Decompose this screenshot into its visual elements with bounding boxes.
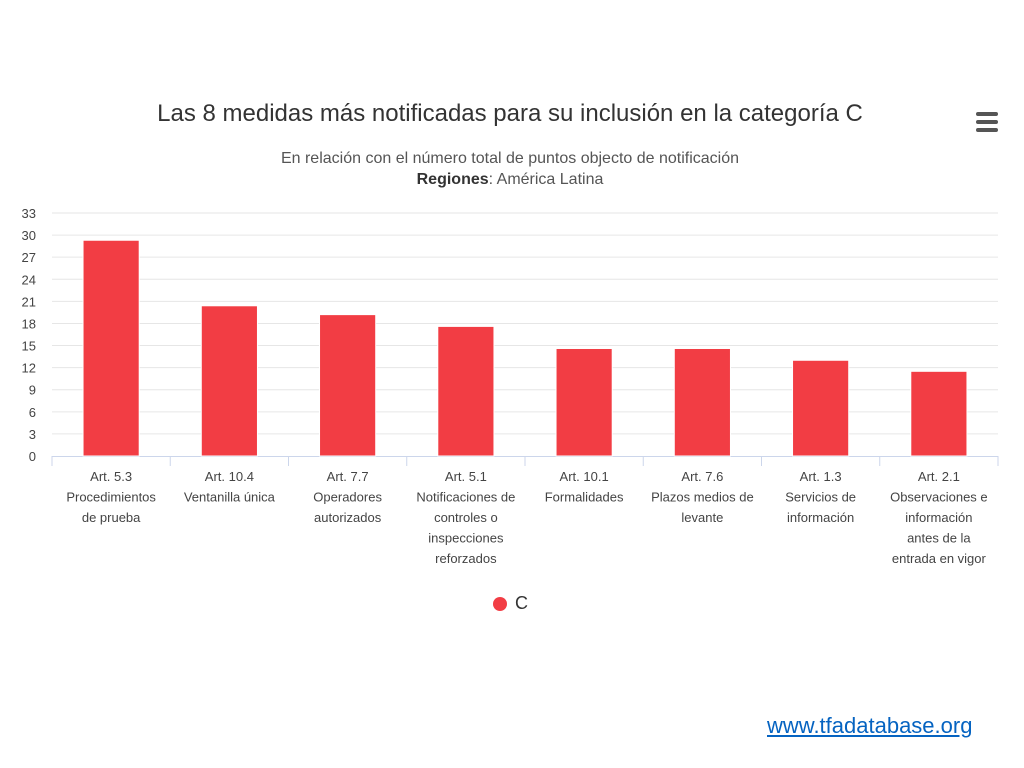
y-tick-label: 15: [22, 339, 36, 354]
y-tick-label: 18: [22, 316, 36, 331]
x-tick-label: Art. 10.1: [560, 469, 609, 484]
bar-8: [910, 370, 968, 457]
website-link[interactable]: www.tfadatabase.org: [767, 713, 973, 738]
region-value: : América Latina: [488, 171, 604, 188]
subtitle-line: En relación con el número total de punto…: [280, 150, 740, 167]
x-tick-label: Art. 7.7: [327, 469, 369, 484]
legend-marker: [493, 596, 507, 611]
menu-bar: [976, 128, 998, 132]
bar-1: [82, 239, 140, 457]
y-tick-label: 9: [29, 383, 36, 398]
x-tick-label: Observaciones e: [890, 490, 988, 505]
legend-label: C: [515, 593, 528, 613]
x-tick-label: Servicios de: [785, 490, 856, 505]
x-tick-label: reforzados: [435, 551, 497, 566]
region-label: Regiones: [416, 171, 489, 188]
x-tick-label: inspecciones: [428, 531, 504, 546]
x-tick-label: Plazos medios de: [651, 490, 754, 505]
bar-2: [200, 305, 258, 457]
y-tick-label: 3: [29, 427, 36, 442]
menu-bar: [976, 120, 998, 124]
x-tick-label: entrada en vigor: [892, 551, 987, 566]
y-tick-label: 12: [22, 361, 36, 376]
menu-bar: [976, 112, 998, 116]
x-tick-label: información: [905, 510, 972, 525]
x-tick-label: Art. 5.3: [90, 469, 132, 484]
x-tick-label: levante: [681, 510, 723, 525]
y-tick-label: 30: [22, 228, 36, 243]
y-tick-label: 33: [22, 206, 36, 221]
bar-7: [792, 359, 850, 457]
y-tick-label: 27: [22, 250, 36, 265]
y-tick-label: 24: [22, 272, 36, 287]
x-tick-label: controles o: [434, 510, 498, 525]
chart-title: Las 8 medidas más notificadas para su in…: [157, 100, 863, 127]
x-tick-label: Art. 10.4: [205, 469, 254, 484]
x-tick-label: Art. 2.1: [918, 469, 960, 484]
x-tick-label: Procedimientos: [66, 490, 156, 505]
subtitle-region: Regiones: América Latina: [0, 169, 1020, 190]
bar-4: [437, 325, 495, 457]
x-tick-label: antes de la: [907, 531, 971, 546]
x-tick-label: Art. 7.6: [681, 469, 723, 484]
y-tick-label: 21: [22, 294, 36, 309]
legend-item-c[interactable]: C: [493, 593, 528, 614]
bar-6: [673, 347, 731, 457]
hamburger-menu-icon[interactable]: [976, 112, 998, 132]
x-tick-label: Operadores: [313, 490, 382, 505]
y-tick-label: 0: [29, 449, 36, 464]
x-tick-label: información: [787, 510, 854, 525]
x-tick-label: Formalidades: [545, 490, 624, 505]
x-tick-label: de prueba: [82, 510, 141, 525]
x-tick-label: Art. 1.3: [800, 469, 842, 484]
x-tick-label: Notificaciones de: [416, 490, 515, 505]
bar-chart: 0 3 6 9 12 15 18 21 24 27 30 33 Art. 5.3 Procedimient…: [22, 206, 999, 566]
x-tick-label: Art. 5.1: [445, 469, 487, 484]
bar-3: [319, 314, 377, 457]
chart-subtitle: En relación con el número total de punto…: [0, 148, 1020, 190]
y-tick-label: 6: [29, 405, 36, 420]
bar-5: [555, 347, 613, 457]
x-tick-label: autorizados: [314, 510, 382, 525]
x-tick-label: Ventanilla única: [184, 490, 276, 505]
